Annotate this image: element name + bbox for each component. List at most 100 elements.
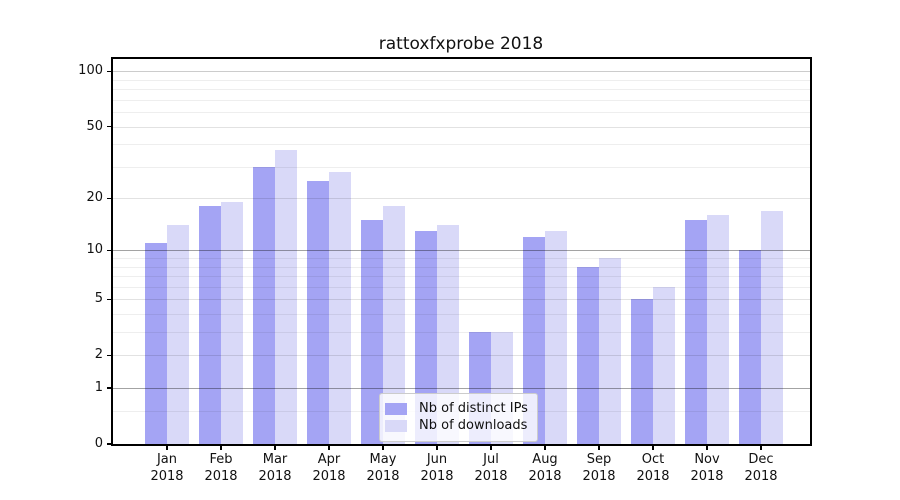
- gridline-minor: [113, 89, 810, 91]
- y-tick-label: 0: [94, 436, 103, 451]
- x-tick-label: Sep 2018: [567, 451, 631, 485]
- gridline: [113, 71, 810, 73]
- bar-downloads-dec: [761, 210, 783, 444]
- bar-distinct-ips-nov: [685, 220, 707, 444]
- bar-downloads-apr: [329, 172, 351, 444]
- x-tick-month: Jan: [156, 452, 178, 467]
- x-tick-month: Jul: [483, 452, 499, 467]
- legend-swatch-distinct-ips: [385, 402, 407, 415]
- y-tick: [107, 298, 111, 301]
- legend-item-downloads: Nb of downloads: [385, 418, 528, 433]
- y-tick: [107, 70, 111, 73]
- x-tick: [544, 446, 546, 450]
- bar-distinct-ips-jun: [415, 231, 437, 444]
- x-tick: [652, 446, 654, 450]
- x-tick-label: Mar 2018: [243, 451, 307, 485]
- chart-title: rattoxfxprobe 2018: [378, 34, 544, 54]
- gridline-minor: [113, 144, 810, 146]
- gridline-minor: [113, 79, 810, 81]
- y-tick-label: 10: [86, 242, 103, 258]
- x-tick-label: Feb 2018: [189, 451, 253, 485]
- bar-distinct-ips-apr: [307, 181, 329, 444]
- gridline: [113, 126, 810, 128]
- y-tick-label: 2: [94, 347, 103, 363]
- y-tick: [107, 197, 111, 199]
- x-tick-label: Aug 2018: [513, 451, 577, 485]
- x-tick: [436, 446, 438, 450]
- x-tick-year: 2018: [420, 469, 454, 484]
- plot-area: [111, 57, 812, 446]
- bar-downloads-feb: [221, 202, 243, 444]
- y-tick-label: 20: [86, 190, 103, 206]
- x-tick: [760, 446, 762, 450]
- x-tick-year: 2018: [258, 469, 292, 484]
- x-tick-year: 2018: [582, 469, 616, 484]
- y-tick-label: 100: [78, 63, 103, 79]
- bar-downloads-oct: [653, 286, 675, 444]
- x-tick-label: Dec 2018: [729, 451, 793, 485]
- gridline-minor: [113, 112, 810, 114]
- legend-swatch-downloads: [385, 419, 407, 432]
- y-tick-label: 5: [94, 291, 103, 307]
- bar-distinct-ips-sep: [577, 266, 599, 444]
- bar-downloads-jan: [167, 225, 189, 444]
- x-tick: [490, 446, 492, 450]
- bar-distinct-ips-dec: [739, 250, 761, 444]
- bar-distinct-ips-oct: [631, 299, 653, 444]
- bar-downloads-aug: [545, 231, 567, 444]
- bar-downloads-may: [383, 206, 405, 444]
- y-tick: [107, 387, 111, 389]
- y-tick: [107, 125, 111, 128]
- x-tick-label: Apr 2018: [297, 451, 361, 485]
- x-tick-year: 2018: [366, 469, 400, 484]
- x-tick-year: 2018: [528, 469, 562, 484]
- legend: Nb of distinct IPs Nb of downloads: [379, 393, 538, 442]
- x-tick: [220, 446, 222, 450]
- x-tick-year: 2018: [690, 469, 724, 484]
- x-tick-label: Nov 2018: [675, 451, 739, 485]
- x-tick-label: Jan 2018: [135, 451, 199, 485]
- y-tick: [107, 249, 111, 252]
- x-tick-month: Aug: [532, 452, 558, 467]
- x-tick-year: 2018: [150, 469, 184, 484]
- x-tick-month: May: [369, 452, 397, 467]
- x-tick: [598, 446, 600, 450]
- x-tick-month: Apr: [317, 452, 341, 467]
- x-tick-year: 2018: [204, 469, 238, 484]
- x-tick-year: 2018: [636, 469, 670, 484]
- x-tick-label: Jun 2018: [405, 451, 469, 485]
- x-tick-month: Feb: [209, 452, 233, 467]
- bar-downloads-sep: [599, 258, 621, 444]
- gridline-minor: [113, 166, 810, 168]
- bar-distinct-ips-aug: [523, 236, 545, 444]
- x-tick-month: Oct: [641, 452, 665, 467]
- x-tick-year: 2018: [312, 469, 346, 484]
- legend-label-downloads: Nb of downloads: [419, 418, 528, 433]
- bar-distinct-ips-mar: [253, 166, 275, 444]
- x-tick-year: 2018: [744, 469, 778, 484]
- x-tick-month: Sep: [586, 452, 612, 467]
- x-tick: [706, 446, 708, 450]
- x-tick-month: Nov: [694, 452, 720, 467]
- x-tick: [382, 446, 384, 450]
- bar-downloads-nov: [707, 215, 729, 444]
- bar-distinct-ips-feb: [199, 206, 221, 444]
- x-tick-label: May 2018: [351, 451, 415, 485]
- bar-downloads-mar: [275, 150, 297, 444]
- x-tick-label: Oct 2018: [621, 451, 685, 485]
- gridline: [113, 198, 810, 200]
- x-tick-month: Jun: [426, 452, 448, 467]
- x-tick: [274, 446, 276, 450]
- x-tick: [166, 446, 168, 450]
- x-tick-label: Jul 2018: [459, 451, 523, 485]
- x-tick-month: Dec: [748, 452, 774, 467]
- x-tick: [328, 446, 330, 450]
- y-tick-label: 50: [86, 118, 103, 134]
- y-tick: [107, 443, 111, 445]
- x-tick-year: 2018: [474, 469, 508, 484]
- legend-label-distinct-ips: Nb of distinct IPs: [419, 401, 528, 416]
- bar-distinct-ips-may: [361, 220, 383, 444]
- legend-item-distinct-ips: Nb of distinct IPs: [385, 401, 528, 416]
- bar-distinct-ips-jan: [145, 243, 167, 444]
